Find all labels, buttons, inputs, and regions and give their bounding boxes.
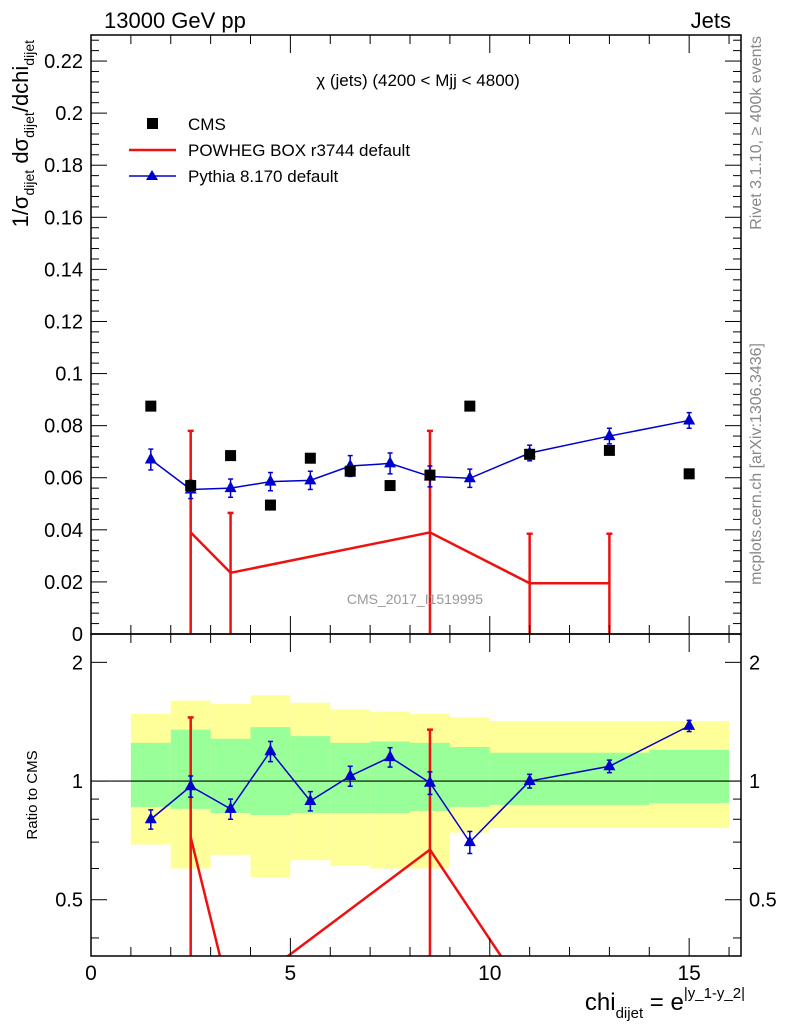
ratio-pythia-point [523, 774, 536, 786]
ratio-pythia-point [304, 794, 317, 806]
ratio-pythia-line [150, 725, 690, 844]
ratio-pythia-point [423, 775, 436, 787]
main-ytick-label: 0.06 [44, 468, 83, 490]
analysis-watermark: CMS_2017_I1519995 [347, 591, 483, 607]
cms-point [264, 499, 276, 511]
ratio-pythia-point [264, 744, 277, 756]
ratio-pythia-point [144, 812, 157, 824]
main-ytick-label: 0.04 [44, 520, 83, 542]
rivet-label: Rivet 3.1.10, ≥ 400k events [748, 36, 765, 230]
main-title: χ (jets) (4200 < Mjj < 4800) [316, 71, 520, 90]
pythia-series [144, 411, 696, 500]
ratio-pythia-point [344, 768, 357, 780]
main-ytick-label: 0.1 [55, 364, 83, 386]
pythia-point [264, 474, 277, 486]
ratio-ytick-label-left: 2 [72, 652, 83, 674]
cms-point [225, 450, 237, 462]
main-ytick-label: 0.2 [55, 103, 83, 125]
legend-cms-marker [147, 118, 158, 129]
ratio-ytick-label-right: 0.5 [749, 890, 777, 912]
ratio-ytick-label-right: 2 [749, 652, 760, 674]
pythia-point [304, 473, 317, 485]
ratio-xtick-label: 5 [285, 962, 297, 985]
cms-point [185, 480, 197, 492]
mcplots-label: mcplots.cern.ch [arXiv:1306.3436] [748, 343, 765, 585]
cms-point [424, 469, 436, 481]
cms-point [683, 468, 695, 480]
ratio-pythia-point [224, 801, 237, 813]
ratio-pythia-point [184, 779, 197, 791]
main-ytick-label: 0.16 [44, 207, 83, 229]
pythia-point [463, 471, 476, 483]
pythia-point [683, 413, 696, 425]
main-ytick-label: 0.14 [44, 259, 83, 281]
inner-band-bin [130, 742, 171, 807]
inner-band-bin [649, 749, 730, 803]
ratio-pythia-point [463, 835, 476, 847]
main-ytick-label: 0 [72, 624, 83, 646]
main-ytick-label: 0.12 [44, 311, 83, 333]
pythia-point [603, 429, 616, 441]
cms-point [464, 400, 476, 412]
ratio-xtick-label: 0 [85, 962, 97, 985]
cms-point [603, 444, 615, 456]
main-ytick-label: 0.22 [44, 51, 83, 73]
ratio-xtick-label: 10 [478, 962, 501, 985]
ratio-ytick-label-left: 0.5 [55, 890, 83, 912]
powheg-line [189, 531, 610, 585]
ratio-xtick-label: 15 [677, 962, 700, 985]
inner-band-bin [449, 746, 490, 807]
legend-cms-label: CMS [188, 115, 226, 134]
ratio-panel [91, 695, 741, 956]
cms-point [145, 400, 157, 412]
legend-pythia-label: Pythia 8.170 default [188, 167, 339, 186]
cms-series [145, 400, 695, 511]
ratio-pythia-point [603, 759, 616, 771]
ratio-pythia-point [384, 750, 397, 762]
cms-point [524, 448, 536, 460]
header-right: Jets [691, 8, 731, 33]
main-ylabel: 1/σdijet dσdijet/dchidijet [8, 40, 37, 228]
cms-point [344, 465, 356, 477]
main-ytick-label: 0.18 [44, 155, 83, 177]
pythia-point [384, 456, 397, 468]
ratio-pythia-point [683, 718, 696, 730]
ratio-powheg-line [189, 837, 503, 956]
legend-pythia-marker [146, 170, 158, 180]
ratio-powheg-series [187, 716, 503, 956]
ratio-ytick-label-left: 1 [72, 771, 83, 793]
header-left: 13000 GeV pp [104, 8, 246, 33]
main-panel [144, 400, 696, 634]
ratio-pythia-series [144, 718, 696, 855]
main-ytick-label: 0.02 [44, 572, 83, 594]
pythia-point [224, 481, 237, 493]
cms-point [304, 452, 316, 464]
ratio-ylabel: Ratio to CMS [24, 750, 41, 839]
pythia-line [150, 419, 690, 491]
ratio-ytick-label-right: 1 [749, 771, 760, 793]
axes: 0 0.02 0.04 0.06 0.08 0.1 0.12 0.14 0.16 0.18 0.2 0… [44, 34, 777, 985]
legend-powheg-label: POWHEG BOX r3744 default [188, 141, 410, 160]
main-ytick-label: 0.08 [44, 416, 83, 438]
pythia-point [144, 452, 157, 464]
cms-point [384, 480, 396, 492]
ratio-frame [90, 633, 742, 957]
legend: CMS POWHEG BOX r3744 default Pythia 8.17… [129, 115, 410, 186]
powheg-series [187, 429, 613, 634]
ratio-xlabel: chidijet = e|y_1-y_2| [585, 985, 745, 1022]
